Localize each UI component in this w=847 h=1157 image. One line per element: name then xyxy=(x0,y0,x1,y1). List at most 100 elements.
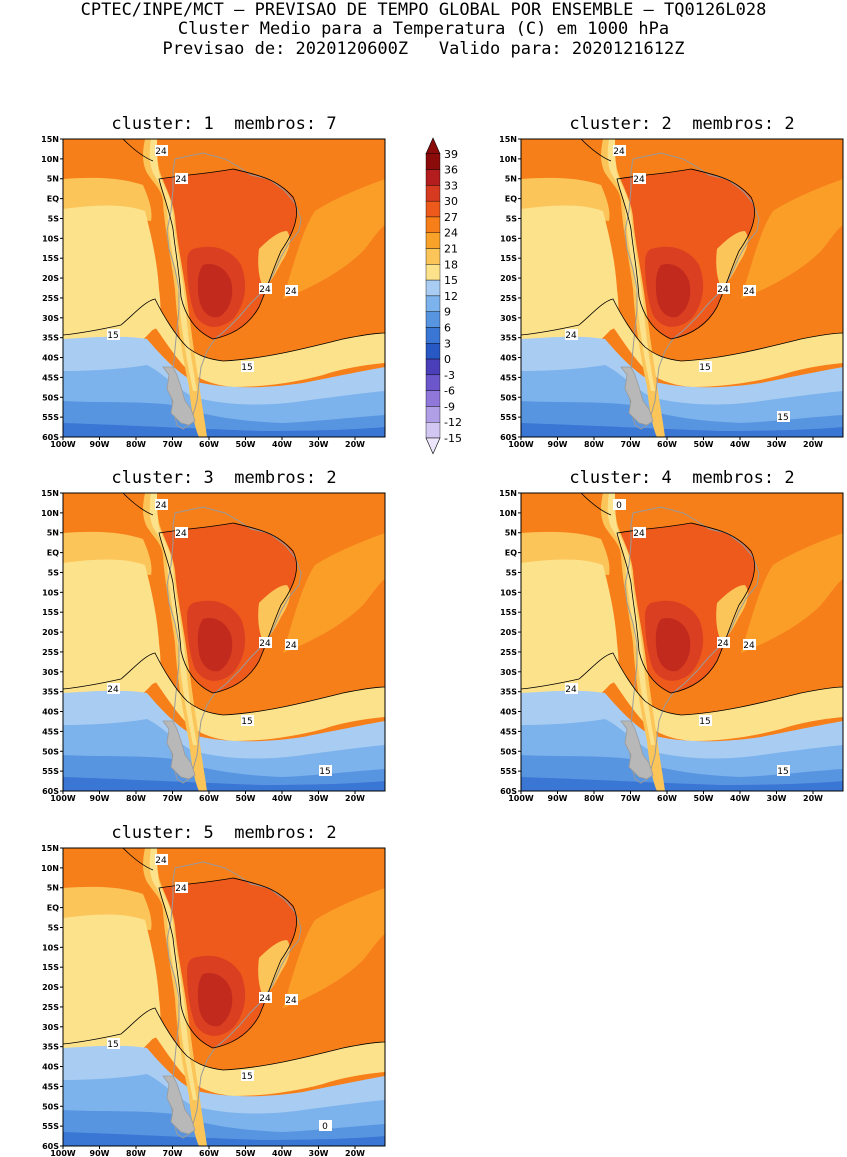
svg-text:15: 15 xyxy=(699,363,710,373)
svg-text:24: 24 xyxy=(259,285,271,295)
lat-tick-label: 20S xyxy=(42,983,59,992)
andes-cold-core xyxy=(607,493,655,745)
lat-tick-label: 25S xyxy=(42,294,59,303)
lat-tick-label: 20S xyxy=(42,274,59,283)
contour-label: 24 xyxy=(259,992,272,1004)
lon-tick-label: 30W xyxy=(309,440,329,449)
contour-24 xyxy=(616,522,755,694)
contour-label: 15 xyxy=(777,411,790,423)
lat-tick-label: 10N xyxy=(41,864,59,873)
lat-tick-label: 55S xyxy=(42,1122,59,1131)
panel-1-title: cluster: 1 membros: 7 xyxy=(111,114,337,134)
lon-tick-label: 30W xyxy=(767,440,787,449)
lat-tick-label: 30S xyxy=(42,314,59,323)
lon-tick-label: 90W xyxy=(90,794,110,803)
lat-tick-label: 25S xyxy=(42,648,59,657)
colorbar-swatch xyxy=(425,327,441,344)
temp-band-24 xyxy=(283,888,385,1008)
colorbar-label: -3 xyxy=(444,369,455,382)
contour-label: 0 xyxy=(319,1120,332,1132)
colorbar-label: 15 xyxy=(444,274,458,287)
colorbar-label: 33 xyxy=(444,179,458,192)
colorbar-label: 24 xyxy=(444,227,458,240)
patagonia-land xyxy=(162,720,196,780)
contour-label: 15 xyxy=(241,361,254,373)
lat-tick-label: 5N xyxy=(505,175,517,184)
lat-tick-label: 45S xyxy=(500,373,517,382)
svg-text:24: 24 xyxy=(175,884,187,894)
contour-label: 15 xyxy=(241,1070,254,1082)
contour-label: 24 xyxy=(743,639,756,651)
lat-tick-label: 15S xyxy=(500,608,517,617)
colorbar-swatch xyxy=(425,343,441,360)
lat-tick-label: 60S xyxy=(500,433,517,442)
patagonia-land xyxy=(620,720,654,780)
lat-tick-label: 20S xyxy=(500,628,517,637)
lon-tick-label: 50W xyxy=(236,1149,256,1157)
colorbar-swatch xyxy=(425,185,441,202)
svg-text:24: 24 xyxy=(743,287,755,297)
lat-tick-label: 10S xyxy=(500,234,517,243)
lat-tick-label: 60S xyxy=(42,433,59,442)
lat-tick-label: 55S xyxy=(42,767,59,776)
continent-outline xyxy=(624,152,760,430)
svg-text:15: 15 xyxy=(319,767,330,777)
svg-text:15: 15 xyxy=(699,717,710,727)
colorbar-label: 21 xyxy=(444,243,458,256)
colorbar-swatch xyxy=(425,374,441,391)
temp-band-18 xyxy=(63,914,161,1052)
contour-label: 24 xyxy=(743,285,756,297)
svg-text:24: 24 xyxy=(175,529,187,539)
contour-label: 24 xyxy=(155,145,168,157)
contour-24-north xyxy=(580,139,612,162)
svg-text:15: 15 xyxy=(241,717,252,727)
lat-tick-label: EQ xyxy=(47,904,59,913)
lat-tick-label: 50S xyxy=(42,393,59,402)
contour-15 xyxy=(63,652,385,716)
lat-tick-label: 15S xyxy=(500,254,517,263)
lat-tick-label: 55S xyxy=(500,767,517,776)
contour-label: 24 xyxy=(717,283,730,295)
contour-label: 24 xyxy=(259,283,272,295)
temp-band-ne xyxy=(716,585,748,641)
lat-tick-label: 40S xyxy=(500,354,517,363)
lon-tick-label: 90W xyxy=(548,794,568,803)
colorbar-label: -9 xyxy=(444,400,455,413)
map-panel-1: 24 24 24 24 15 15 15N 10N 5N EQ 5S 10S 15S 20S 25S 30S 3… xyxy=(41,135,386,449)
lat-tick-label: 15N xyxy=(41,489,59,498)
contour-15 xyxy=(63,298,385,362)
continent-outline xyxy=(166,152,302,430)
map-panel-2: 24 24 24 24 24 15 15 15N 10N 5N EQ 5S 10S 15S 20S 25S 30… xyxy=(499,135,844,449)
andes-cold-core xyxy=(607,139,655,391)
svg-text:24: 24 xyxy=(717,639,729,649)
contour-15 xyxy=(521,298,843,362)
colorbar-label: 30 xyxy=(444,195,458,208)
lon-tick-label: 90W xyxy=(548,440,568,449)
lon-tick-label: 90W xyxy=(90,440,110,449)
contour-label: 24 xyxy=(285,285,298,297)
contour-label: 24 xyxy=(285,994,298,1006)
lat-tick-label: 35S xyxy=(42,1043,59,1052)
lon-tick-label: 20W xyxy=(345,794,365,803)
contour-label: 24 xyxy=(565,329,578,341)
lat-tick-label: 20S xyxy=(42,628,59,637)
lat-tick-label: 10N xyxy=(41,155,59,164)
contour-label: 15 xyxy=(107,1038,120,1050)
lon-tick-label: 50W xyxy=(236,794,256,803)
figure-title-line1: CPTEC/INPE/MCT – PREVISAO DE TEMPO GLOBA… xyxy=(80,0,767,20)
temp-band-24 xyxy=(283,533,385,653)
svg-text:15: 15 xyxy=(777,767,788,777)
panel-5-title: cluster: 5 membros: 2 xyxy=(111,823,337,843)
lon-tick-label: 30W xyxy=(309,1149,329,1157)
colorbar-label: 27 xyxy=(444,211,458,224)
colorbar-swatch xyxy=(425,232,441,249)
svg-text:24: 24 xyxy=(107,685,119,695)
lat-tick-label: 5N xyxy=(47,529,59,538)
contour-label: 24 xyxy=(175,527,188,539)
lat-tick-label: 5N xyxy=(505,529,517,538)
lon-tick-label: 70W xyxy=(163,794,183,803)
lat-tick-label: 20S xyxy=(500,274,517,283)
lat-tick-label: EQ xyxy=(47,195,59,204)
lat-tick-label: 50S xyxy=(42,747,59,756)
lat-tick-label: 50S xyxy=(500,393,517,402)
